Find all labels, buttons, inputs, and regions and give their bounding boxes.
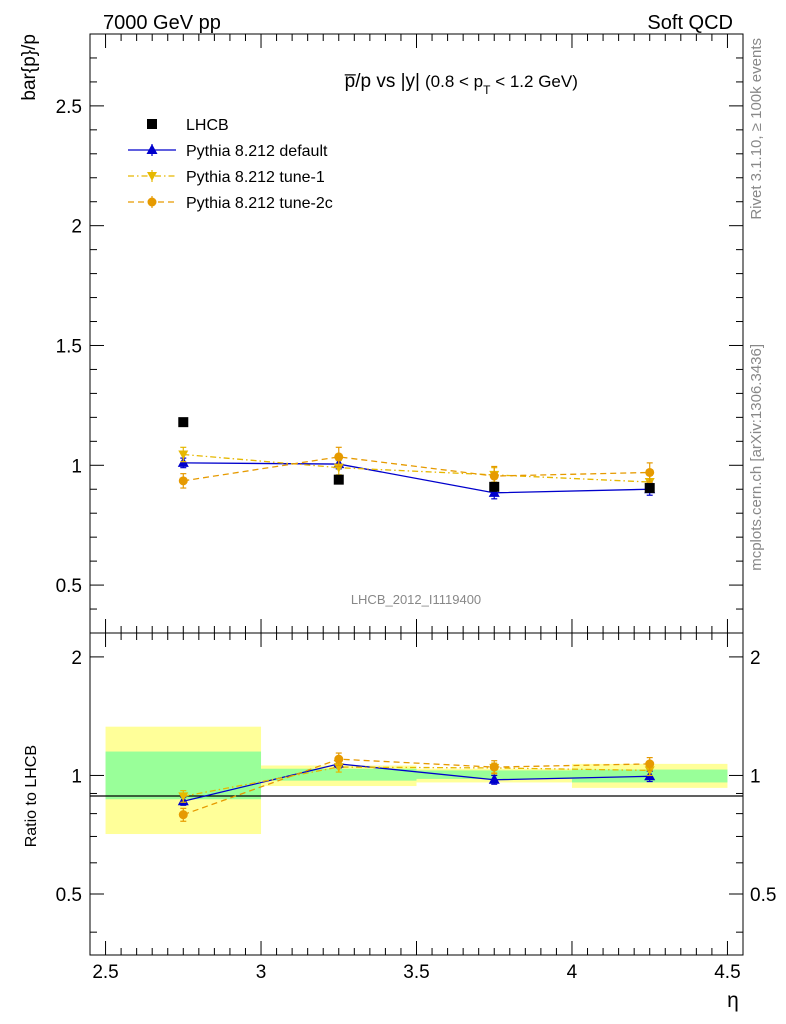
main-ytick-label: 0.5 xyxy=(56,576,82,597)
ratio-xlabel: η xyxy=(727,989,739,1012)
legend-marker-pythia-8-212-tune-2c xyxy=(147,197,157,207)
main-pythia-8-212-tune-1-line xyxy=(183,453,650,483)
main-subtitle-close: < 1.2 GeV) xyxy=(490,72,577,91)
main-series xyxy=(177,417,656,500)
main-axis-ticks: 0.5 1 1.5 2 2.5 xyxy=(56,33,744,634)
main-pythia-8-212-tune-2c-point xyxy=(334,452,344,462)
ratio-panel: 0.5 0.5 1 1 2 2 2.5 3 3.5 4 4.5 Ratio to LHCB η xyxy=(23,632,776,1012)
ratio-ytick-label-right: 0.5 xyxy=(750,885,776,906)
legend-marker-pythia-8-212-default xyxy=(146,144,158,154)
main-pythia-8-212-tune-1-point xyxy=(178,450,189,460)
main-subtitle-sub: T xyxy=(483,83,491,97)
ratio-stat-band xyxy=(261,768,417,781)
legend-marker-pythia-8-212-tune-1 xyxy=(147,172,157,181)
header-left: 7000 GeV pp xyxy=(103,12,221,34)
ratio-series xyxy=(177,752,656,822)
main-lhcb-point xyxy=(489,481,500,492)
rivet-label: Rivet 3.1.10, ≥ 100k events xyxy=(748,38,765,220)
ratio-ytick-label-right: 2 xyxy=(750,648,761,669)
ratio-ytick-label: 2 xyxy=(71,648,82,669)
watermark: LHCB_2012_I1119400 xyxy=(351,592,481,607)
ratio-xtick-label: 2.5 xyxy=(92,962,118,983)
header-right: Soft QCD xyxy=(647,12,733,34)
legend-label-lhcb: LHCB xyxy=(186,117,229,134)
ratio-xtick-label: 3 xyxy=(256,962,267,983)
legend-marker-lhcb xyxy=(147,119,157,129)
ratio-xtick-label: 4 xyxy=(567,962,578,983)
main-lhcb-point xyxy=(333,474,344,485)
legend-label-pythia-8-212-tune-1: Pythia 8.212 tune-1 xyxy=(186,169,325,186)
ratio-pythia-8-212-tune-2c-point xyxy=(178,810,188,820)
main-pythia-8-212-tune-2c-point xyxy=(178,476,188,486)
ratio-pythia-8-212-tune-2c-point xyxy=(645,759,655,769)
ratio-frame xyxy=(89,632,744,956)
mcplots-label: mcplots.cern.ch [arXiv:1306.3436] xyxy=(748,344,765,571)
main-ytick-label: 1 xyxy=(71,456,82,477)
main-subtitle: (0.8 < pT < 1.2 GeV) xyxy=(425,72,578,97)
ratio-ytick-label: 0.5 xyxy=(56,885,82,906)
main-ytick-label: 1.5 xyxy=(56,336,82,357)
main-lhcb-point xyxy=(644,483,655,494)
ratio-pythia-8-212-tune-2c-point xyxy=(334,754,344,764)
ratio-xtick-label: 4.5 xyxy=(714,962,740,983)
main-ylabel: bar{p}/p xyxy=(19,34,40,101)
ratio-ylabel: Ratio to LHCB xyxy=(23,745,40,847)
ratio-pythia-8-212-tune-2c-line xyxy=(183,758,650,816)
main-pythia-8-212-tune-2c-point xyxy=(489,471,499,481)
main-pythia-8-212-tune-2c-point xyxy=(645,467,655,477)
main-lhcb-point xyxy=(178,417,189,428)
ratio-xtick-label: 3.5 xyxy=(403,962,429,983)
ratio-pythia-8-212-tune-2c-point xyxy=(489,762,499,772)
ratio-pythia-8-212-tune-1-point xyxy=(178,792,189,802)
main-subtitle-open: (0.8 < p xyxy=(425,72,483,91)
main-ytick-label: 2.5 xyxy=(56,97,82,118)
legend-label-pythia-8-212-tune-2c: Pythia 8.212 tune-2c xyxy=(186,195,333,212)
legend-label-pythia-8-212-default: Pythia 8.212 default xyxy=(186,143,328,160)
ratio-ytick-label-right: 1 xyxy=(750,766,761,787)
main-pythia-8-212-default-line xyxy=(183,462,650,494)
main-pythia-8-212-tune-2c-line xyxy=(183,456,650,482)
ratio-pythia-8-212-default-line xyxy=(183,763,650,802)
ratio-bands xyxy=(105,726,728,835)
main-title: p̅/p vs |y| xyxy=(344,71,420,92)
main-panel: 0.5 1 1.5 2 2.5 p̅/p vs |y| (0.8 < pT < 1.2 … xyxy=(19,33,744,634)
ratio-pythia-8-212-default-point xyxy=(488,773,500,784)
ratio-axis-ticks: 0.5 0.5 1 1 2 2 2.5 3 3.5 4 4.5 xyxy=(56,633,776,983)
legend: LHCB Pythia 8.212 default Pythia 8.212 tun… xyxy=(128,117,333,212)
main-ytick-label: 2 xyxy=(71,217,82,238)
ratio-ytick-label: 1 xyxy=(71,766,82,787)
